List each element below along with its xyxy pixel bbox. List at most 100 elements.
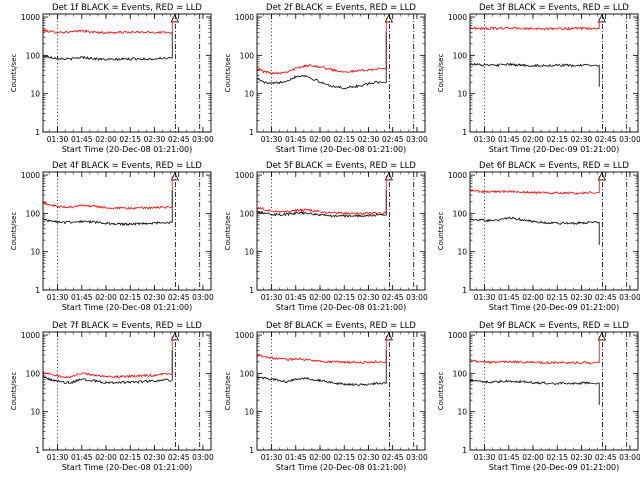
x-tick-label: 02:30 [144, 453, 166, 462]
series-line-events [469, 379, 600, 405]
x-tick-label: 03:00 [192, 453, 214, 462]
chart-panel-9: Det 9f BLACK = Events, RED = LLD Counts/s… [437, 321, 640, 472]
x-tick-label: 02:15 [546, 453, 568, 462]
x-tick-label: 02:00 [95, 453, 117, 462]
triangle-marker [170, 14, 179, 23]
x-tick-label: 01:45 [285, 453, 307, 462]
y-axis-label: Counts/sec [437, 372, 445, 411]
x-axis-label: Start Time (20-Dec-09 01:21:00) [489, 463, 620, 472]
x-tick-label: 01:30 [474, 293, 496, 302]
x-tick-label: 02:00 [309, 135, 331, 144]
y-tick-label: 1 [249, 286, 254, 295]
chart-panel-8: Det 8f BLACK = Events, RED = LLD Counts/s… [224, 321, 428, 472]
chart-panel-6: Det 6f BLACK = Events, RED = LLD Counts/s… [437, 161, 640, 312]
chart-title: Det 4f BLACK = Events, RED = LLD [52, 161, 202, 171]
x-tick-label: 01:30 [261, 453, 283, 462]
x-tick-label: 02:45 [168, 135, 190, 144]
series-line-events [42, 190, 173, 227]
y-tick-label: 100 [240, 369, 255, 378]
x-tick-label: 02:15 [333, 135, 355, 144]
y-axis-label: Counts/sec [224, 212, 232, 251]
chart-panel-3: Det 3f BLACK = Events, RED = LLD Counts/s… [437, 3, 640, 154]
x-tick-label: 02:45 [168, 293, 190, 302]
chart-title: Det 8f BLACK = Events, RED = LLD [266, 321, 416, 331]
x-tick-label: 03:00 [619, 135, 640, 144]
y-tick-label: 100 [453, 209, 468, 218]
chart-panel-5: Det 5f BLACK = Events, RED = LLD Counts/s… [224, 161, 428, 312]
y-tick-label: 10 [244, 90, 254, 99]
x-tick-label: 02:30 [571, 453, 593, 462]
triangle-marker [384, 14, 393, 23]
x-tick-label: 02:30 [571, 293, 593, 302]
x-tick-label: 02:45 [382, 135, 404, 144]
y-tick-label: 10 [244, 248, 254, 257]
series-line-events [256, 190, 387, 218]
x-tick-label: 01:45 [71, 453, 93, 462]
x-tick-label: 02:45 [595, 135, 617, 144]
y-tick-label: 1 [35, 286, 40, 295]
x-tick-label: 02:15 [333, 293, 355, 302]
x-tick-label: 01:30 [261, 135, 283, 144]
x-axis-label: Start Time (20-Dec-08 01:21:00) [62, 303, 193, 312]
x-tick-label: 02:00 [95, 293, 117, 302]
x-axis-label: Start Time (20-Dec-08 01:21:00) [62, 145, 193, 154]
y-tick-label: 1000 [21, 171, 40, 180]
x-tick-label: 01:45 [498, 293, 520, 302]
x-axis-label: Start Time (20-Dec-09 01:21:00) [489, 303, 620, 312]
y-tick-label: 1000 [235, 331, 254, 340]
y-tick-label: 1 [249, 128, 254, 137]
chart-title: Det 9f BLACK = Events, RED = LLD [479, 321, 629, 331]
y-axis-label: Counts/sec [224, 372, 232, 411]
x-tick-label: 01:30 [47, 293, 69, 302]
x-tick-label: 02:00 [309, 453, 331, 462]
series-line-events [256, 32, 387, 90]
series-line-lld [42, 175, 173, 210]
x-tick-label: 02:30 [144, 293, 166, 302]
x-tick-label: 02:00 [522, 453, 544, 462]
y-tick-label: 1000 [448, 171, 467, 180]
y-tick-label: 1000 [448, 331, 467, 340]
series-line-events [42, 350, 173, 385]
plot-frame [42, 13, 212, 133]
series-line-events [469, 62, 600, 87]
x-tick-label: 01:45 [285, 293, 307, 302]
y-axis-label: Counts/sec [437, 212, 445, 251]
x-tick-label: 02:15 [119, 293, 141, 302]
series-line-events [42, 32, 173, 62]
x-tick-label: 02:15 [546, 293, 568, 302]
x-tick-label: 01:45 [71, 135, 93, 144]
y-tick-label: 1 [462, 446, 467, 455]
y-tick-label: 1 [249, 446, 254, 455]
y-tick-label: 1000 [235, 13, 254, 22]
y-tick-label: 1000 [21, 331, 40, 340]
x-axis-label: Start Time (20-Dec-08 01:21:00) [276, 303, 407, 312]
x-tick-label: 01:30 [474, 453, 496, 462]
x-tick-label: 01:30 [261, 293, 283, 302]
x-tick-label: 02:15 [119, 453, 141, 462]
series-line-lld [469, 335, 600, 365]
y-axis-label: Counts/sec [224, 54, 232, 93]
x-tick-label: 02:00 [522, 293, 544, 302]
x-axis-label: Start Time (20-Dec-09 01:21:00) [489, 145, 620, 154]
series-line-lld [256, 17, 387, 75]
series-line-lld [469, 175, 600, 195]
x-tick-label: 02:30 [358, 293, 380, 302]
x-tick-label: 02:15 [546, 135, 568, 144]
y-tick-label: 10 [30, 408, 40, 417]
x-tick-label: 03:00 [406, 293, 428, 302]
y-tick-label: 1 [35, 446, 40, 455]
series-line-lld [469, 17, 600, 31]
x-tick-label: 03:00 [406, 135, 428, 144]
x-tick-label: 01:30 [474, 135, 496, 144]
x-tick-label: 02:45 [595, 453, 617, 462]
triangle-marker [597, 14, 606, 23]
y-tick-label: 10 [457, 408, 467, 417]
y-tick-label: 10 [244, 408, 254, 417]
plot-frame [42, 171, 212, 291]
plot-frame [256, 13, 426, 133]
x-tick-label: 01:30 [47, 453, 69, 462]
chart-title: Det 3f BLACK = Events, RED = LLD [479, 3, 629, 13]
y-tick-label: 1000 [21, 13, 40, 22]
x-tick-label: 02:45 [595, 293, 617, 302]
chart-panel-1: Det 1f BLACK = Events, RED = LLD Counts/s… [10, 3, 214, 154]
